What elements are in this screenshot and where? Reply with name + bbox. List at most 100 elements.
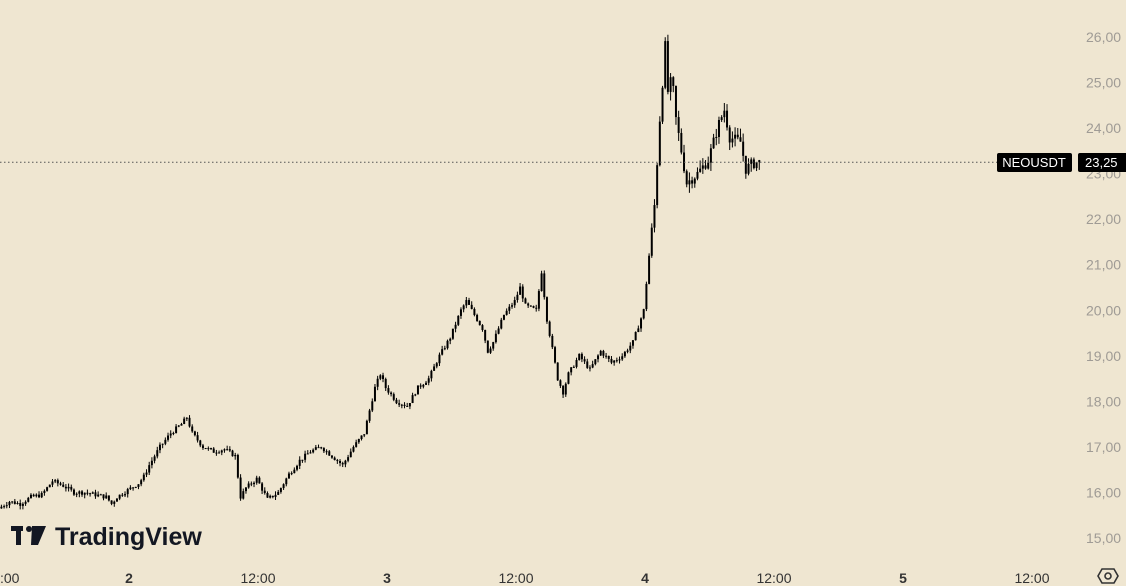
candle-body: [419, 385, 422, 387]
candle-body: [645, 283, 648, 310]
candle-body: [701, 165, 704, 169]
candle-body: [35, 494, 38, 497]
candle-body: [51, 481, 54, 485]
candle-body: [110, 500, 113, 504]
candle-body: [631, 340, 634, 346]
candle-body: [301, 459, 304, 461]
candle-body: [199, 440, 202, 446]
candle-body: [712, 137, 715, 149]
candle-body: [382, 375, 385, 380]
candle-body: [175, 426, 178, 434]
candle-body: [250, 483, 253, 485]
price-axis[interactable]: 15,00 16,00 17,00 18,00 19,00 20,00 21,00 22,00…: [1086, 29, 1121, 546]
candle-body: [562, 385, 565, 395]
candle-body: [427, 378, 430, 383]
candle-body: [296, 465, 299, 470]
candle-body: [8, 501, 11, 506]
candle-body: [492, 342, 495, 349]
candle-body: [468, 300, 471, 305]
candle-body: [505, 310, 508, 315]
candle-body: [513, 300, 516, 306]
candle-body: [642, 309, 645, 319]
candle-body: [368, 410, 371, 421]
candle-body: [476, 314, 479, 321]
candle-body: [658, 121, 661, 166]
candle-body: [672, 77, 675, 86]
candle-body: [89, 493, 92, 495]
price-tick-label: 21,00: [1086, 257, 1121, 273]
candle-body: [355, 442, 358, 447]
candle-body: [699, 168, 702, 172]
candle-body: [204, 448, 207, 450]
candle-body: [158, 444, 161, 451]
candle-body: [497, 328, 500, 334]
time-tick-label: 2: [125, 570, 133, 586]
candle-body: [207, 448, 210, 450]
price-tick-label: 24,00: [1086, 120, 1121, 136]
candle-body: [371, 401, 374, 411]
gear-icon: [1097, 568, 1119, 584]
chart-settings-button[interactable]: [1097, 566, 1119, 586]
candle-body: [400, 404, 403, 406]
candle-body: [124, 494, 127, 496]
candle-body: [387, 388, 390, 393]
candle-body: [121, 494, 124, 496]
candle-body: [661, 87, 664, 122]
candle-body: [615, 360, 618, 362]
candle-body: [548, 321, 551, 336]
candle-body: [588, 367, 591, 369]
candle-body: [416, 385, 419, 395]
candle-body: [605, 355, 608, 357]
candle-body: [142, 474, 145, 481]
candle-body: [481, 325, 484, 331]
candle-body: [129, 487, 132, 490]
candle-body: [459, 309, 462, 316]
candle-body: [379, 375, 382, 379]
time-axis[interactable]: :00 2 12:00 3 12:00 4 12:00 5 12:00: [0, 570, 1050, 586]
tradingview-logo[interactable]: TradingView: [11, 523, 202, 551]
candle-body: [408, 403, 411, 407]
candle-body: [215, 452, 218, 454]
candle-body: [723, 110, 726, 118]
candle-body: [572, 366, 575, 368]
time-tick-label: :00: [0, 570, 20, 586]
candle-body: [75, 493, 78, 495]
candle-body: [556, 362, 559, 381]
candle-body: [376, 378, 379, 387]
candle-body: [575, 360, 578, 367]
candle-body: [478, 320, 481, 326]
candle-body: [559, 380, 562, 386]
candle-body: [618, 359, 621, 361]
candles-group: [0, 34, 761, 510]
candle-body: [255, 477, 258, 483]
time-tick-label: 12:00: [498, 570, 533, 586]
candle-body: [167, 435, 170, 440]
candle-body: [304, 453, 307, 460]
candle-body: [489, 348, 492, 353]
candle-body: [341, 463, 344, 465]
candle-body: [183, 418, 186, 425]
candle-body: [156, 450, 159, 457]
candle-body: [290, 473, 293, 475]
candle-body: [48, 484, 51, 488]
candle-body: [720, 117, 723, 121]
candle-body: [677, 117, 680, 133]
candle-body: [731, 138, 734, 143]
candle-body: [621, 356, 624, 360]
candle-body: [570, 367, 573, 373]
candle-body: [54, 480, 57, 482]
candle-body: [669, 77, 672, 92]
candle-body: [285, 478, 288, 485]
candle-body: [430, 370, 433, 379]
candle-body: [132, 487, 135, 489]
candle-body: [13, 501, 16, 504]
candle-body: [107, 495, 110, 501]
candle-body: [21, 503, 24, 506]
candle-body: [330, 455, 333, 458]
candle-body: [220, 450, 223, 453]
candle-body: [328, 451, 331, 456]
candle-body: [344, 460, 347, 465]
candle-body: [747, 163, 750, 174]
